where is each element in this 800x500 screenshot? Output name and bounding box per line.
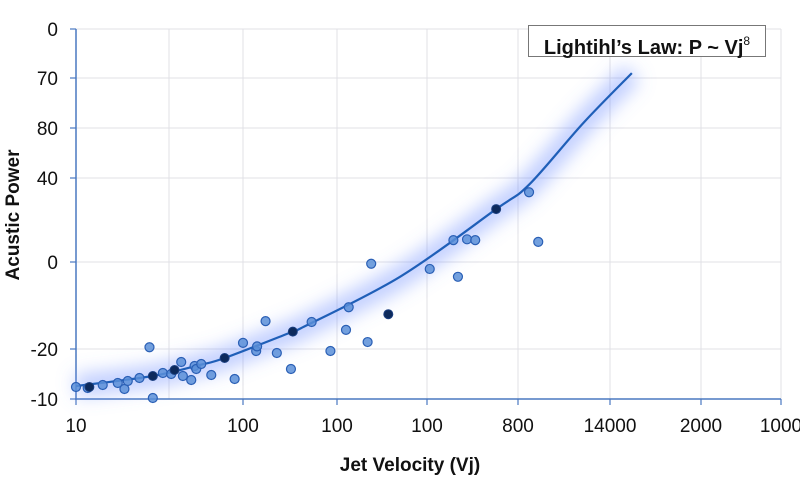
data-point — [285, 363, 297, 375]
data-point — [186, 374, 197, 386]
data-point — [147, 392, 158, 404]
x-tick-label: 800 — [502, 416, 534, 437]
x-axis-label: Jet Velocity (Vj) — [340, 455, 480, 476]
data-point — [470, 235, 481, 246]
data-point — [97, 379, 108, 391]
data-point — [176, 356, 187, 368]
data-point — [366, 258, 377, 269]
data-point — [461, 234, 473, 245]
data-point — [271, 347, 282, 359]
data-point — [452, 271, 464, 282]
x-tick-label: 100 — [227, 416, 259, 437]
data-point — [157, 367, 168, 379]
data-point — [237, 337, 249, 349]
data-point — [424, 263, 435, 275]
data-point — [523, 187, 535, 198]
x-tick-label: 100 — [411, 416, 443, 437]
data-point — [70, 381, 82, 393]
data-points — [70, 187, 544, 404]
data-point-highlight — [169, 365, 180, 375]
y-tick-label: -20 — [31, 340, 58, 361]
data-point — [260, 316, 271, 327]
y-tick-label: 0 — [47, 20, 58, 41]
data-point — [206, 369, 217, 381]
legend-superscript: 8 — [743, 34, 751, 48]
legend: Lightihl’s Law: P ~ Vj8 — [528, 25, 766, 59]
data-point — [229, 373, 240, 385]
data-point — [112, 377, 123, 389]
data-point — [252, 341, 263, 352]
data-point — [144, 342, 155, 353]
y-tick-label: 80 — [37, 119, 58, 140]
x-tick-label: 10 — [65, 416, 86, 437]
data-point-highlight — [383, 309, 394, 320]
y-tick-label: 40 — [37, 169, 58, 190]
y-axis-label: Acustic Power — [3, 149, 24, 281]
data-point-highlight — [84, 382, 95, 392]
tick-labels: 10 100 100 100 800 14000 2000 1000-10-200408070… — [31, 20, 800, 437]
data-point — [122, 375, 133, 387]
axes — [70, 28, 782, 405]
data-point-highlight — [287, 326, 298, 337]
data-point — [306, 316, 317, 328]
x-tick-label: 1000 — [760, 416, 800, 437]
data-point — [533, 236, 544, 247]
legend-text: Lightihl’s Law: P ~ Vj — [543, 37, 744, 59]
data-point — [448, 235, 459, 246]
data-point — [134, 372, 145, 384]
y-tick-label: 0 — [47, 253, 58, 274]
data-point-highlight — [219, 353, 230, 363]
x-tick-label: 14000 — [584, 416, 637, 437]
grid — [76, 28, 782, 399]
data-point-highlight — [491, 204, 502, 215]
fit-curve — [75, 72, 633, 388]
y-tick-label: -10 — [31, 390, 58, 411]
data-point — [343, 302, 354, 313]
y-tick-label: 70 — [37, 69, 58, 90]
data-point — [362, 336, 373, 348]
data-point — [177, 370, 188, 382]
x-tick-label: 2000 — [680, 416, 722, 437]
data-point — [340, 324, 352, 335]
data-point-highlight — [147, 371, 158, 381]
fit-curve-glow — [74, 65, 640, 397]
data-point — [196, 358, 207, 370]
data-point — [325, 345, 336, 357]
x-tick-label: 100 — [321, 416, 353, 437]
